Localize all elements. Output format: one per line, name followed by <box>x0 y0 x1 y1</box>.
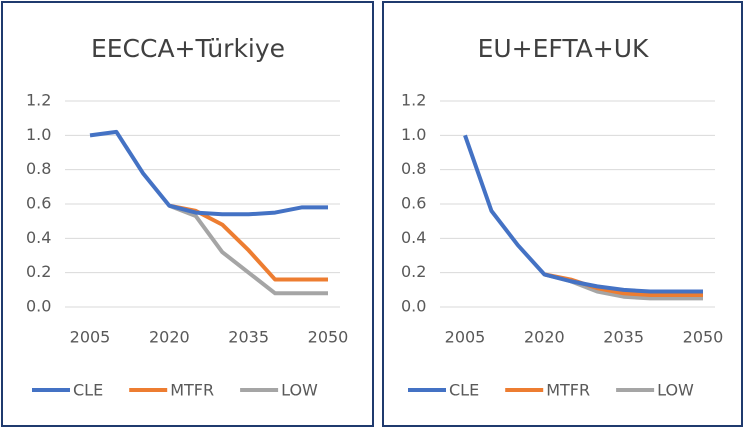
x-tick-label: 2005 <box>445 328 486 347</box>
series-line <box>89 129 328 217</box>
y-tick-label: 0.4 <box>401 228 426 247</box>
legend-label: MTFR <box>170 381 214 400</box>
x-tick-label: 2020 <box>524 328 565 347</box>
legend-label: MTFR <box>546 381 590 400</box>
x-tick-label: 2050 <box>683 328 724 347</box>
x-tick-label: 2035 <box>228 328 269 347</box>
y-tick-label: 1.2 <box>401 91 426 110</box>
x-tick-label: 2020 <box>149 328 190 347</box>
y-tick-label: 0.0 <box>26 297 51 316</box>
y-tick-label: 0.6 <box>401 194 426 213</box>
panel-border <box>382 1 743 427</box>
y-tick-label: 0.2 <box>401 262 426 281</box>
y-tick-label: 0.0 <box>401 297 426 316</box>
x-tick-label: 2005 <box>70 328 111 347</box>
y-tick-label: 1.0 <box>26 125 51 144</box>
legend-label: CLE <box>73 381 103 400</box>
y-tick-label: 1.0 <box>401 125 426 144</box>
series-line <box>463 134 703 294</box>
y-tick-label: 1.2 <box>26 91 51 110</box>
x-tick-label: 2035 <box>603 328 644 347</box>
legend-label: LOW <box>657 381 694 400</box>
chart-title: EU+EFTA+UK <box>478 34 649 63</box>
legend-label: CLE <box>449 381 479 400</box>
legend-label: LOW <box>281 381 318 400</box>
chart-title: EECCA+Türkiye <box>91 34 285 63</box>
y-tick-label: 0.4 <box>26 228 51 247</box>
x-tick-label: 2050 <box>308 328 349 347</box>
y-tick-label: 0.8 <box>26 159 51 178</box>
y-tick-label: 0.2 <box>26 262 51 281</box>
y-tick-label: 0.6 <box>26 194 51 213</box>
y-tick-label: 0.8 <box>401 159 426 178</box>
series-line <box>168 203 328 296</box>
